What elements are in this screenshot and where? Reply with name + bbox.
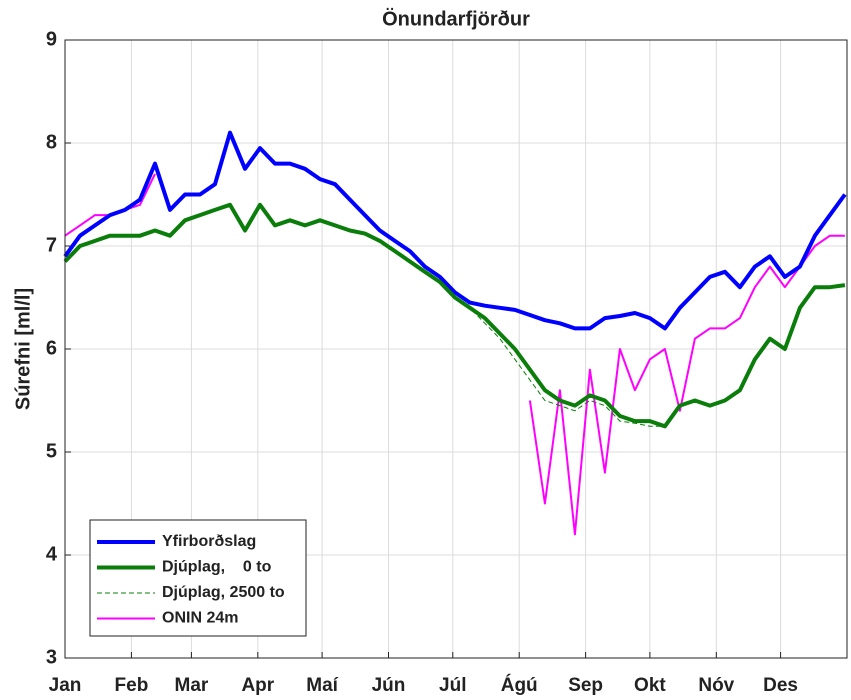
y-tick-label: 4 bbox=[46, 543, 58, 565]
x-tick-label: Júl bbox=[439, 675, 466, 696]
x-tick-label: Ágú bbox=[501, 674, 538, 696]
x-tick-label: Sep bbox=[568, 675, 603, 696]
series-line bbox=[63, 130, 847, 331]
x-tick-label: Des bbox=[763, 675, 798, 696]
series-line bbox=[64, 204, 845, 427]
x-tick-label: Feb bbox=[115, 675, 149, 696]
legend-label: Yfirborðslag bbox=[162, 533, 256, 550]
x-tick-label: Maí bbox=[306, 675, 338, 696]
x-tick-label: Apr bbox=[241, 675, 274, 696]
plot-lines bbox=[63, 130, 847, 536]
legend-label: Djúplag, 2500 to bbox=[162, 584, 285, 601]
legend: Yfirborðslag Djúplag, 0 to Djúplag, 2500 t… bbox=[97, 533, 285, 627]
plot-frame bbox=[64, 39, 848, 659]
y-tick-label: 6 bbox=[46, 337, 57, 359]
y-tick-label: 3 bbox=[46, 646, 57, 668]
x-tick-label: Okt bbox=[634, 675, 666, 696]
y-tick-label: 8 bbox=[46, 131, 57, 153]
legend-label: Djúplag, 0 to bbox=[162, 559, 272, 576]
legend-box bbox=[89, 519, 307, 637]
y-axis-label: Súrefni [ml/l] bbox=[12, 288, 34, 410]
chart-title: Önundarfjörður bbox=[382, 7, 530, 30]
legend-label: ONIN 24m bbox=[162, 610, 238, 627]
y-tick-label: 7 bbox=[46, 234, 57, 256]
y-tick-label: 9 bbox=[46, 28, 57, 50]
x-tick-label: Mar bbox=[175, 675, 209, 696]
x-tick-label: Jan bbox=[49, 675, 82, 696]
x-tick-label: Nóv bbox=[698, 675, 734, 696]
x-tick-label: Jún bbox=[372, 675, 406, 696]
y-tick-label: 5 bbox=[46, 440, 57, 462]
